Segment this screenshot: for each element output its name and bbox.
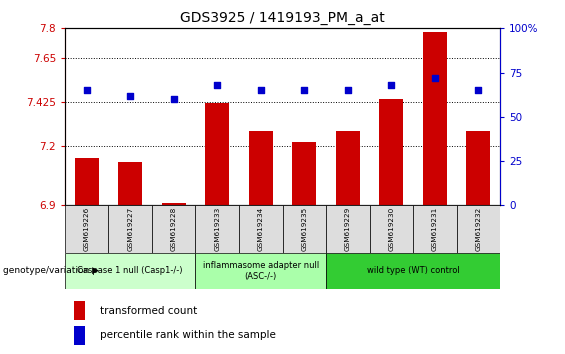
Bar: [162, 203, 186, 205]
Text: GSM619235: GSM619235: [301, 207, 307, 251]
Bar: [118, 162, 142, 205]
Text: GSM619230: GSM619230: [388, 207, 394, 251]
Bar: [326, 253, 500, 289]
Bar: [379, 99, 403, 205]
Bar: [370, 205, 413, 253]
Bar: [457, 205, 500, 253]
Bar: [336, 131, 360, 205]
Text: GSM619234: GSM619234: [258, 207, 264, 251]
Bar: [152, 205, 195, 253]
Bar: [466, 131, 490, 205]
Point: [473, 87, 483, 93]
Point: [386, 82, 396, 88]
Bar: [65, 253, 195, 289]
Point: [82, 87, 92, 93]
Text: GSM619232: GSM619232: [475, 207, 481, 251]
Text: transformed count: transformed count: [100, 306, 197, 316]
Bar: [413, 205, 457, 253]
Text: percentile rank within the sample: percentile rank within the sample: [100, 330, 276, 340]
Text: GSM619229: GSM619229: [345, 207, 351, 251]
Point: [257, 87, 266, 93]
Bar: [73, 301, 85, 320]
Bar: [195, 253, 326, 289]
Bar: [65, 205, 108, 253]
Text: GSM619231: GSM619231: [432, 207, 438, 251]
Point: [170, 96, 179, 102]
Bar: [292, 142, 316, 205]
Bar: [205, 103, 229, 205]
Bar: [75, 158, 99, 205]
Bar: [73, 326, 85, 345]
Point: [212, 82, 221, 88]
Point: [299, 87, 308, 93]
Bar: [108, 205, 152, 253]
Bar: [249, 131, 273, 205]
Text: wild type (WT) control: wild type (WT) control: [367, 266, 459, 275]
Text: genotype/variation ▶: genotype/variation ▶: [3, 266, 99, 275]
Point: [431, 75, 440, 81]
Text: Caspase 1 null (Casp1-/-): Caspase 1 null (Casp1-/-): [77, 266, 183, 275]
Point: [343, 87, 353, 93]
Text: GSM619226: GSM619226: [84, 207, 90, 251]
Text: GSM619227: GSM619227: [127, 207, 133, 251]
Bar: [195, 205, 239, 253]
Bar: [326, 205, 370, 253]
Bar: [282, 205, 326, 253]
Bar: [239, 205, 282, 253]
Text: GSM619228: GSM619228: [171, 207, 177, 251]
Text: inflammasome adapter null
(ASC-/-): inflammasome adapter null (ASC-/-): [203, 261, 319, 280]
Point: [126, 93, 135, 98]
Bar: [423, 32, 447, 205]
Text: GSM619233: GSM619233: [214, 207, 220, 251]
Title: GDS3925 / 1419193_PM_a_at: GDS3925 / 1419193_PM_a_at: [180, 11, 385, 24]
